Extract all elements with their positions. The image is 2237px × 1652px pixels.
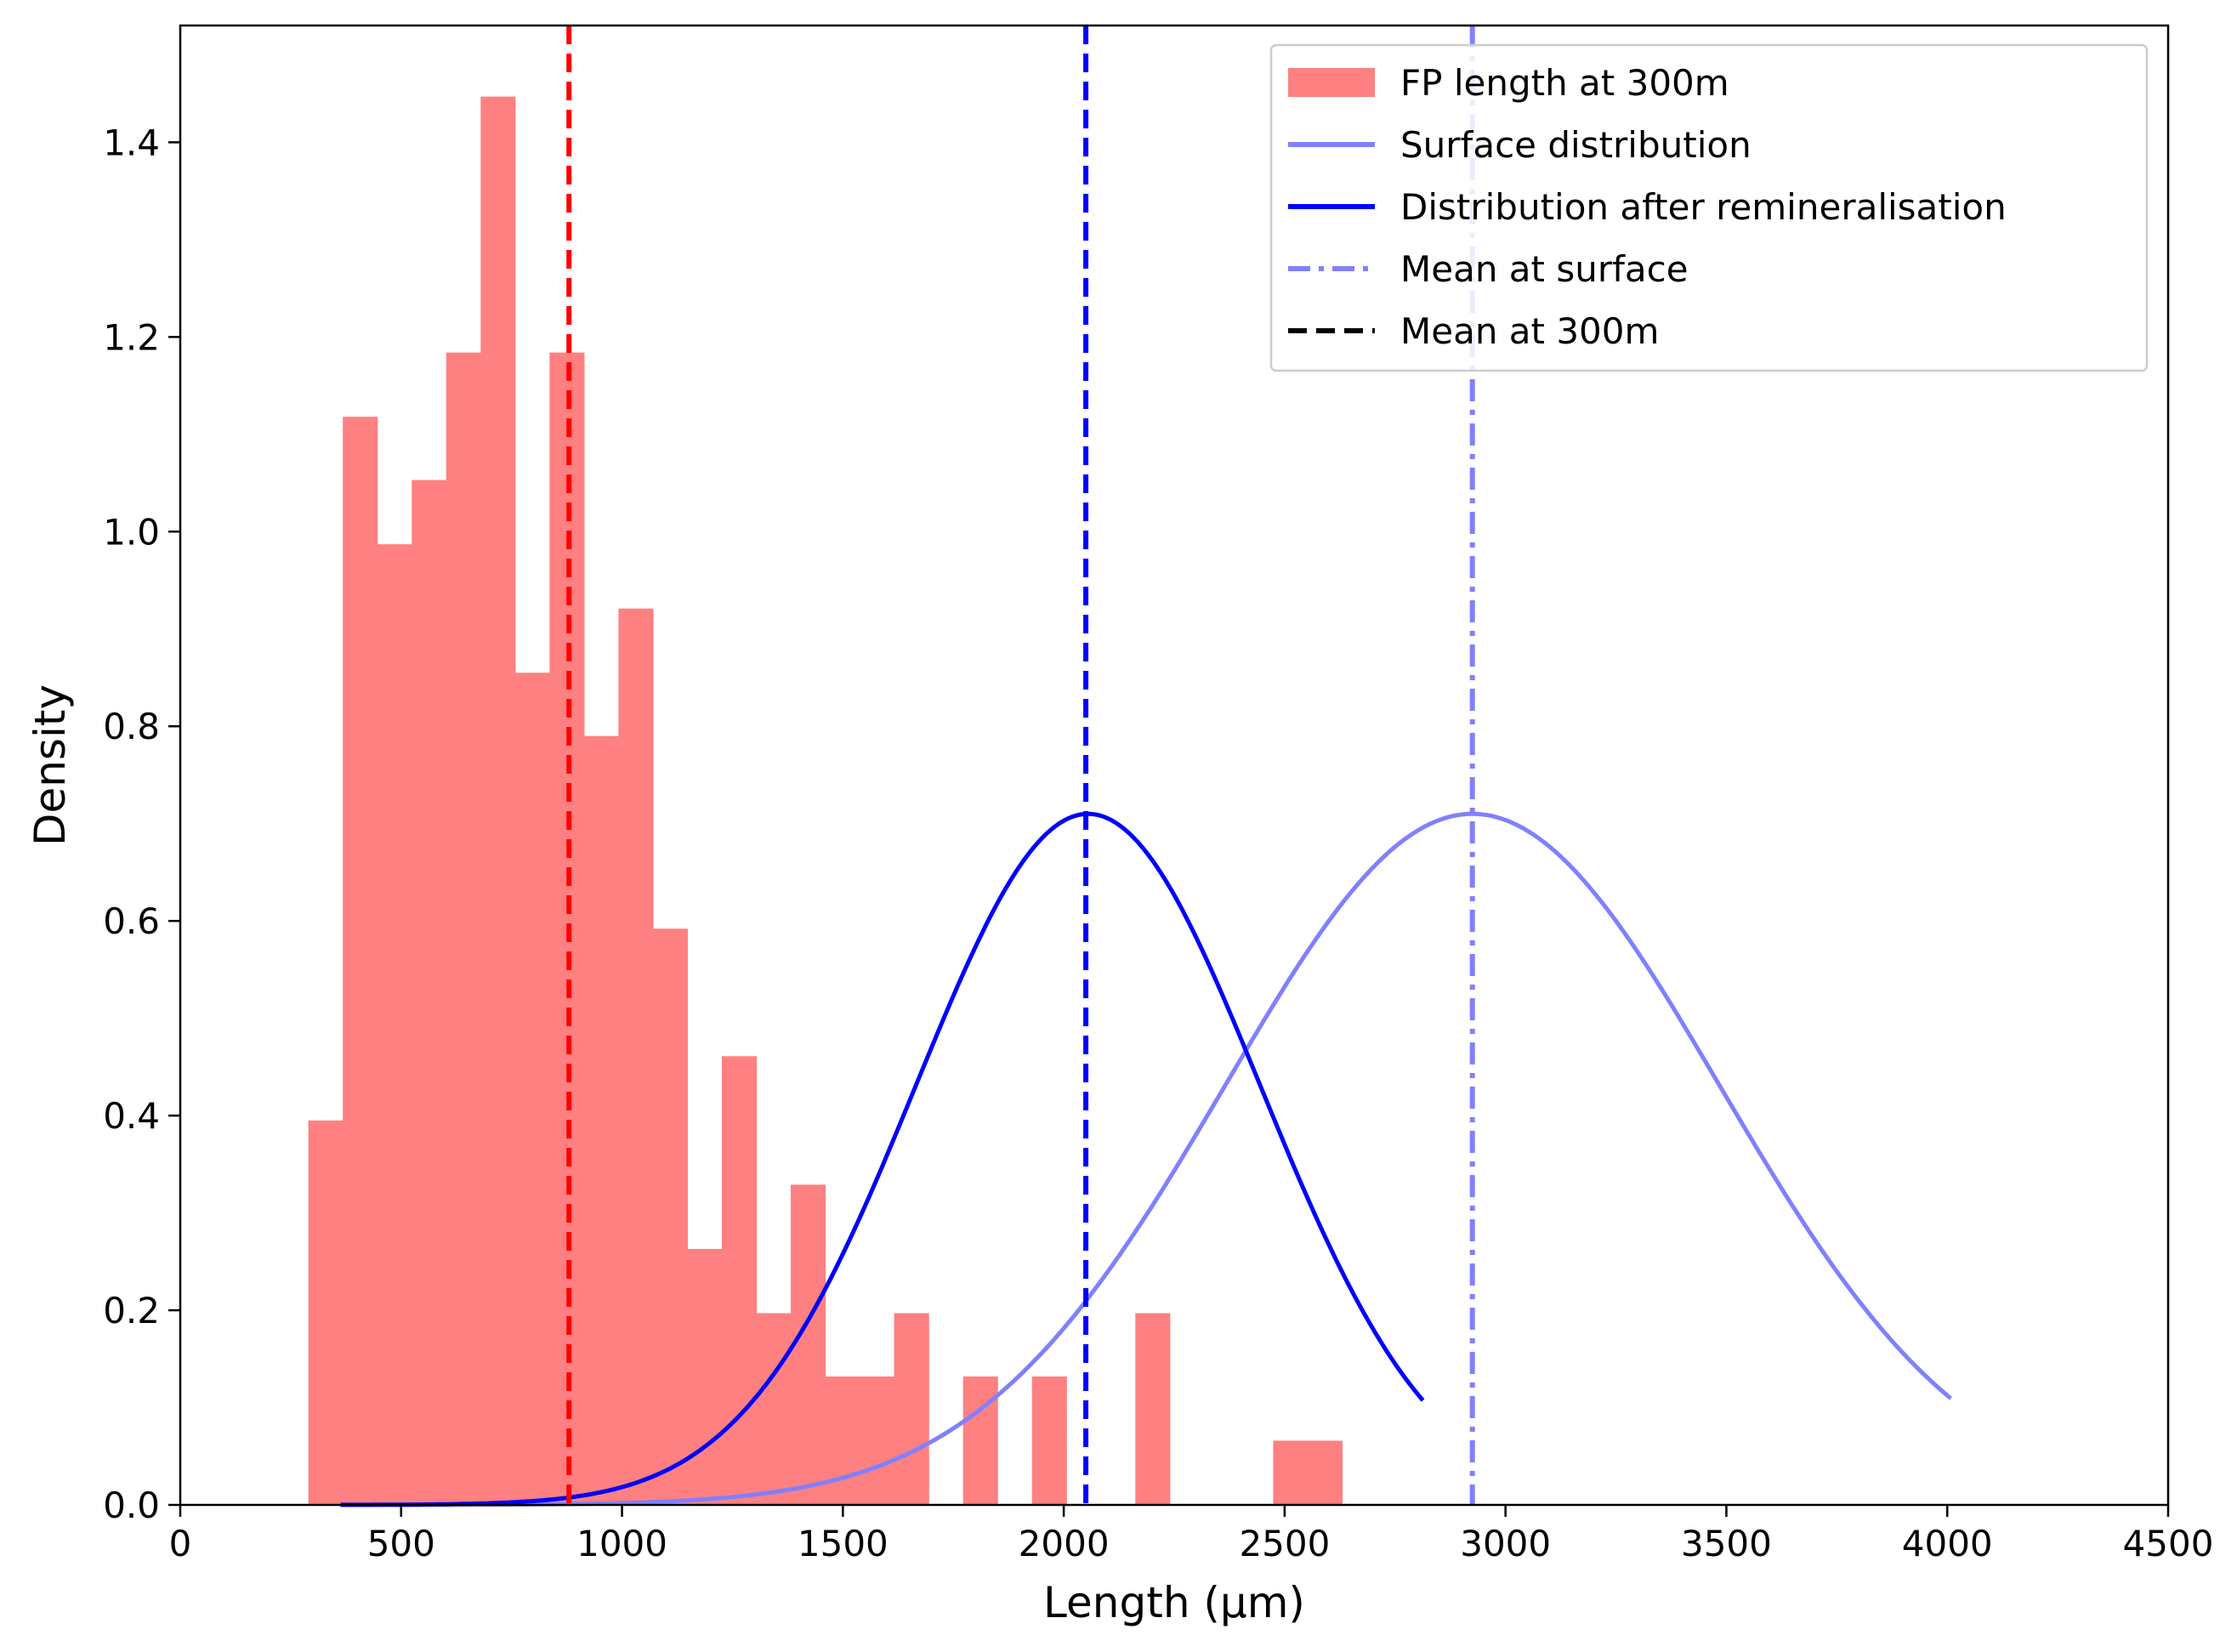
y-tick-label: 0.4 bbox=[103, 1095, 160, 1137]
histogram-bar bbox=[860, 1376, 895, 1505]
histogram-bar bbox=[756, 1313, 792, 1505]
histogram-bar bbox=[652, 928, 689, 1505]
legend-label: Distribution after remineralisation bbox=[1400, 186, 2007, 228]
y-axis-ticks: 0.0 0.2 0.4 0.6 0.8 1.0 1.2 1.4 bbox=[103, 122, 180, 1526]
x-tick-label: 1500 bbox=[798, 1523, 889, 1564]
y-tick-label: 0.2 bbox=[103, 1290, 160, 1331]
x-tick-label: 0 bbox=[169, 1523, 192, 1564]
y-tick-label: 0.6 bbox=[103, 900, 160, 942]
y-tick-label: 1.4 bbox=[103, 122, 160, 163]
x-tick-label: 3000 bbox=[1460, 1523, 1551, 1564]
histogram-bar bbox=[721, 1056, 758, 1505]
histogram-bar bbox=[446, 352, 481, 1505]
histogram-bar bbox=[894, 1313, 929, 1505]
distribution-curve bbox=[340, 811, 1952, 1507]
histogram-bars bbox=[308, 96, 1343, 1506]
histogram-bar bbox=[1307, 1440, 1343, 1505]
y-tick-label: 1.0 bbox=[103, 511, 160, 553]
x-tick-label: 4000 bbox=[1902, 1523, 1993, 1564]
y-axis-title: Density bbox=[26, 684, 75, 846]
mean-lines bbox=[566, 26, 1475, 1505]
y-tick-label: 1.2 bbox=[103, 316, 160, 358]
legend: FP length at 300m Surface distribution Dis… bbox=[1269, 43, 2149, 372]
histogram-bar bbox=[618, 608, 654, 1505]
histogram-bar bbox=[825, 1376, 860, 1505]
histogram-bar bbox=[791, 1184, 826, 1505]
histogram-bar bbox=[514, 673, 550, 1505]
x-tick-label: 4500 bbox=[2123, 1523, 2214, 1564]
x-axis-title: Length (µm) bbox=[1043, 1578, 1305, 1627]
x-tick-label: 500 bbox=[367, 1523, 435, 1564]
histogram-bar bbox=[343, 417, 378, 1505]
histogram-bar bbox=[687, 1248, 723, 1505]
x-tick-label: 2500 bbox=[1239, 1523, 1330, 1564]
legend-label: Mean at surface bbox=[1400, 248, 1689, 290]
histogram-bar bbox=[308, 1120, 343, 1505]
histogram-bar bbox=[1135, 1313, 1171, 1505]
y-tick-label: 0.8 bbox=[103, 706, 160, 747]
legend-swatch bbox=[1288, 68, 1375, 97]
legend-frame bbox=[1269, 43, 2149, 372]
legend-label: Surface distribution bbox=[1400, 124, 1752, 166]
x-axis-ticks: 0 500 1000 1500 2000 2500 3000 3500 4000 4500 bbox=[169, 1505, 2214, 1564]
histogram-bar bbox=[962, 1376, 998, 1505]
histogram-bar bbox=[412, 480, 447, 1506]
histogram-bar bbox=[480, 96, 516, 1505]
legend-label: FP length at 300m bbox=[1400, 62, 1729, 104]
x-tick-label: 2000 bbox=[1019, 1523, 1110, 1564]
distribution-curves bbox=[340, 811, 1952, 1507]
x-tick-label: 3500 bbox=[1681, 1523, 1772, 1564]
plot-frame bbox=[179, 24, 2170, 1507]
legend-label: Mean at 300m bbox=[1400, 310, 1659, 352]
x-tick-label: 1000 bbox=[576, 1523, 667, 1564]
histogram-bar bbox=[1031, 1376, 1067, 1505]
distribution-curve bbox=[340, 811, 1425, 1507]
y-tick-label: 0.0 bbox=[103, 1485, 160, 1526]
histogram-bar bbox=[583, 735, 619, 1505]
histogram-bar bbox=[377, 544, 412, 1505]
histogram-bar bbox=[1273, 1440, 1309, 1505]
